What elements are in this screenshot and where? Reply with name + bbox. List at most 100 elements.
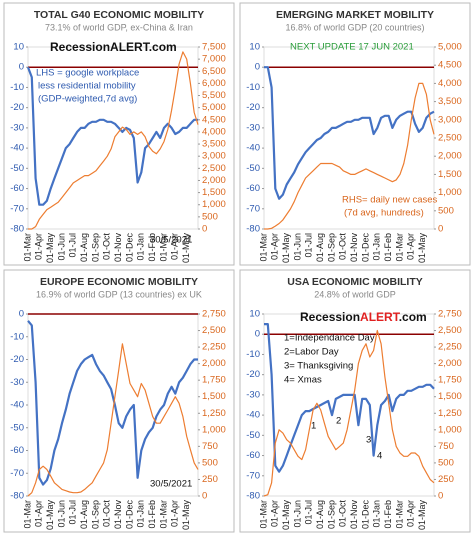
note: 4= Xmas xyxy=(284,375,322,386)
y2-tick-label: 4,000 xyxy=(438,78,462,89)
y-tick-label: 0 xyxy=(19,309,24,320)
y2-tick-label: 500 xyxy=(438,457,454,468)
y-tick-label: -70 xyxy=(246,203,260,214)
y-tick-label: -50 xyxy=(246,430,260,441)
y-tick-label: -10 xyxy=(246,82,260,93)
y2-tick-label: 2,000 xyxy=(438,358,462,369)
y-tick-label: 10 xyxy=(249,309,260,320)
x-tick-label: 01-Jan xyxy=(372,233,382,261)
chart-title: EMERGING MARKET MOBILITY xyxy=(276,9,434,21)
note: 3= Thanksgiving xyxy=(284,361,353,372)
note: 1=Independance Day xyxy=(284,333,375,344)
y2-tick-label: 2,000 xyxy=(202,358,226,369)
x-tick-label: 01-Dec xyxy=(360,233,370,263)
y-tick-label: -10 xyxy=(10,82,24,93)
x-tick-label: 01-Sep xyxy=(326,233,336,262)
y2-tick-label: 5,000 xyxy=(202,102,226,113)
x-tick-label: 01-Dec xyxy=(360,500,370,530)
chart-title: USA ECONOMIC MOBILITY xyxy=(287,276,423,288)
x-tick-label: 01-Jan xyxy=(136,233,146,261)
y2-tick-label: 2,500 xyxy=(202,163,226,174)
x-tick-label: 01-May xyxy=(281,500,291,531)
y2-tick-label: 250 xyxy=(438,474,454,485)
y2-tick-label: 1,500 xyxy=(438,391,462,402)
plot-area xyxy=(263,313,435,497)
annotations: RecessionALERT.com LHS = google workplac… xyxy=(36,40,438,489)
y2-tick-label: 5,000 xyxy=(438,42,462,53)
y2-tick-label: 4,500 xyxy=(438,60,462,71)
y2-tick-label: 2,250 xyxy=(438,342,462,353)
y-tick-label: -10 xyxy=(246,349,260,360)
y-tick-label: -60 xyxy=(10,183,24,194)
y-tick-label: -40 xyxy=(10,143,24,154)
y2-tick-label: 2,000 xyxy=(438,151,462,162)
x-tick-label: 01-Apr xyxy=(170,500,180,527)
y-tick-label: -20 xyxy=(10,102,24,113)
y2-tick-label: 1,500 xyxy=(438,169,462,180)
y-tick-label: -60 xyxy=(10,445,24,456)
x-tick-label: 01-Jun xyxy=(56,500,66,528)
y-tick-label: 0 xyxy=(255,329,260,340)
logo-part: .com xyxy=(399,310,427,324)
x-tick-label: 01-Feb xyxy=(383,500,393,529)
y-tick-label: -70 xyxy=(10,468,24,479)
y-tick-label: -70 xyxy=(10,203,24,214)
y-tick-label: 0 xyxy=(255,62,260,73)
y-tick-label: -20 xyxy=(246,102,260,113)
y-tick-label: -30 xyxy=(246,122,260,133)
y2-tick-label: 250 xyxy=(202,474,218,485)
x-tick-label: 01-Jul xyxy=(304,233,314,258)
y2-tick-label: 4,500 xyxy=(202,114,226,125)
logo: RecessionALERT.com xyxy=(300,310,427,324)
y2-tick-label: 2,500 xyxy=(202,325,226,336)
y-tick-label: -50 xyxy=(246,163,260,174)
x-tick-label: 01-Apr xyxy=(270,233,280,260)
note: (GDP-weighted,7d avg) xyxy=(38,94,137,105)
x-tick-label: 01-May xyxy=(45,233,55,264)
y2-tick-label: 4,000 xyxy=(202,126,226,137)
panel xyxy=(3,269,235,533)
x-tick-label: 01-Mar xyxy=(394,233,404,262)
y2-tick-label: 0 xyxy=(438,224,443,235)
y2-tick-label: 6,500 xyxy=(202,66,226,77)
x-tick-label: 01-Apr xyxy=(406,500,416,527)
y-tick-label: -50 xyxy=(10,422,24,433)
event-marker: 1 xyxy=(311,421,316,432)
y-tick-label: -10 xyxy=(10,331,24,342)
y-tick-label: -40 xyxy=(10,400,24,411)
x-tick-label: 01-Mar xyxy=(258,233,268,262)
y2-tick-label: 500 xyxy=(202,457,218,468)
panel xyxy=(239,2,471,266)
x-tick-label: 01-Feb xyxy=(383,233,393,262)
x-tick-label: 01-Feb xyxy=(147,233,157,262)
plot-area xyxy=(27,46,199,230)
x-tick-label: 01-Feb xyxy=(147,500,157,529)
y2-tick-label: 3,000 xyxy=(438,114,462,125)
logo-part: ALERT xyxy=(360,310,401,324)
y2-tick-label: 2,500 xyxy=(438,133,462,144)
note: (7d avg, hundreds) xyxy=(344,208,424,219)
x-tick-label: 01-Aug xyxy=(79,233,89,262)
x-tick-label: 01-May xyxy=(281,233,291,264)
panel xyxy=(3,2,235,266)
y2-tick-label: 1,500 xyxy=(202,187,226,198)
y2-tick-label: 1,000 xyxy=(438,424,462,435)
y-tick-label: -60 xyxy=(246,183,260,194)
x-tick-label: 01-Apr xyxy=(34,233,44,260)
x-tick-label: 01-May xyxy=(181,500,191,531)
x-tick-label: 01-Mar xyxy=(394,500,404,529)
y-tick-label: -40 xyxy=(246,410,260,421)
y2-tick-label: 1,750 xyxy=(202,375,226,386)
logo: RecessionALERT.com xyxy=(50,40,177,54)
x-tick-label: 01-Apr xyxy=(34,500,44,527)
y-tick-label: -70 xyxy=(246,470,260,481)
x-tick-label: 01-Nov xyxy=(113,500,123,530)
series-line xyxy=(263,329,435,497)
y2-tick-label: 1,250 xyxy=(438,408,462,419)
y-tick-label: -50 xyxy=(10,163,24,174)
date-note: 30/5/2021 xyxy=(150,235,192,246)
y2-tick-label: 7,500 xyxy=(202,42,226,53)
x-tick-label: 01-Aug xyxy=(315,500,325,529)
x-tick-label: 01-Sep xyxy=(326,500,336,529)
